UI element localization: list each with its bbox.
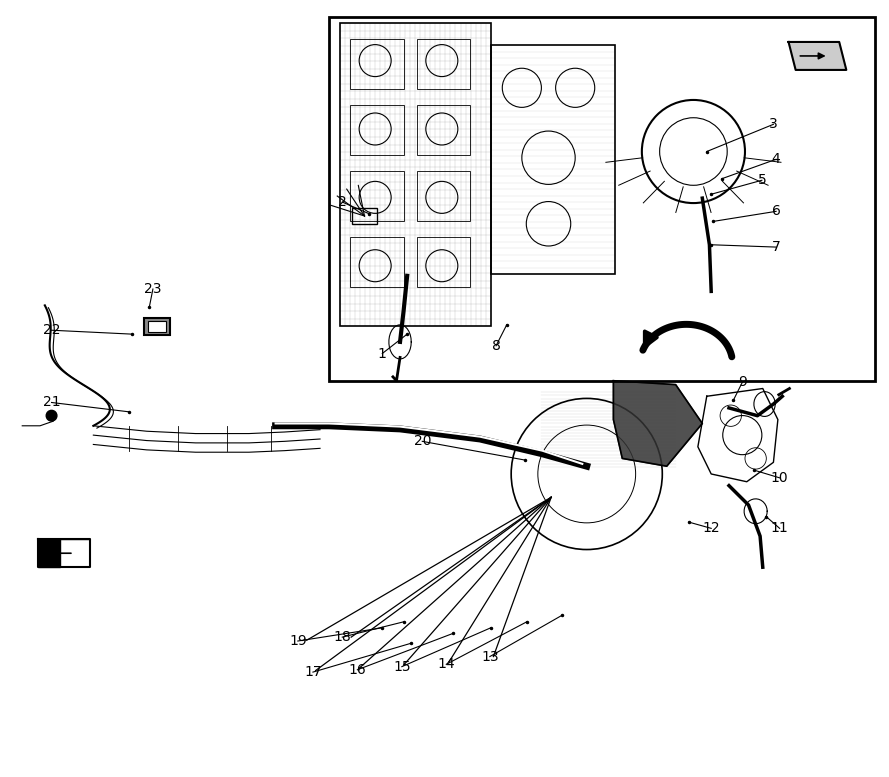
Bar	[417, 171, 470, 221]
Bar	[144, 319, 170, 336]
Text: 5: 5	[757, 173, 766, 187]
Polygon shape	[38, 539, 60, 567]
Bar	[148, 322, 165, 333]
Text: 3: 3	[769, 117, 778, 131]
Text: 9: 9	[738, 375, 747, 389]
Text: 14: 14	[437, 657, 455, 671]
Bar	[350, 39, 404, 89]
Text: 20: 20	[413, 434, 431, 448]
Bar	[352, 208, 377, 224]
Polygon shape	[789, 42, 846, 70]
Bar	[340, 23, 491, 326]
Text: 11: 11	[771, 521, 789, 535]
Text: 8: 8	[492, 339, 501, 353]
Text: 1: 1	[378, 347, 387, 361]
Text: 17: 17	[304, 665, 322, 679]
Circle shape	[46, 410, 57, 421]
Text: 23: 23	[144, 282, 162, 296]
Text: 13: 13	[481, 650, 499, 664]
Bar	[417, 105, 470, 155]
Text: 22: 22	[43, 323, 60, 337]
Text: 2: 2	[338, 195, 347, 209]
Text: 10: 10	[771, 471, 789, 485]
Text: 19: 19	[289, 634, 307, 648]
Text: 16: 16	[348, 663, 366, 677]
Bar	[417, 237, 470, 287]
Text: 21: 21	[43, 395, 60, 409]
Bar	[350, 237, 404, 287]
Text: 6: 6	[772, 204, 781, 218]
Polygon shape	[613, 381, 702, 466]
Text: 18: 18	[333, 630, 351, 644]
Bar	[491, 45, 615, 274]
Bar	[350, 105, 404, 155]
Bar	[350, 171, 404, 221]
Bar	[417, 39, 470, 89]
Text: 7: 7	[772, 240, 781, 254]
Text: 15: 15	[393, 660, 411, 674]
Text: 12: 12	[702, 521, 720, 535]
Text: 4: 4	[772, 152, 781, 166]
Bar	[329, 17, 875, 381]
